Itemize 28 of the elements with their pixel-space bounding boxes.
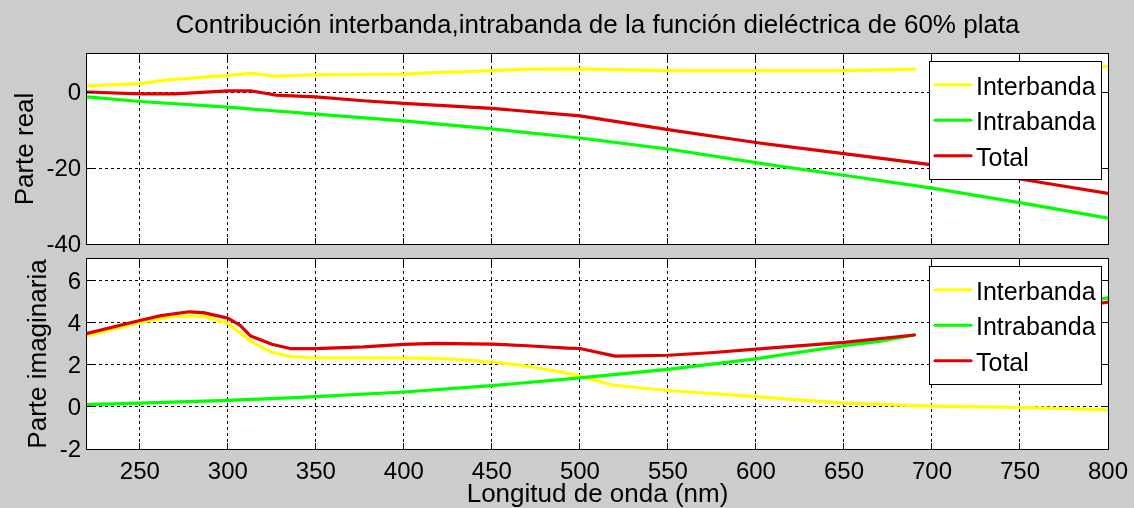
legend-label: Intrabanda <box>976 312 1096 340</box>
x-tick-label: 600 <box>735 456 776 484</box>
chart-title: Contribución interbanda,intrabanda de la función dieléctrica de 60% plata <box>175 9 1021 40</box>
line-series <box>87 95 1108 220</box>
y-tick-label: 4 <box>67 308 82 336</box>
y-tick-label: -40 <box>46 230 82 258</box>
y-tick-label: 6 <box>67 266 82 294</box>
x-tick-label: 650 <box>823 456 864 484</box>
legend-label: Intrabanda <box>976 107 1096 135</box>
legend-label: Total <box>976 347 1029 376</box>
y-tick-label: 2 <box>67 350 82 378</box>
x-tick-label: 800 <box>1087 456 1129 484</box>
legend-label: Total <box>976 142 1029 171</box>
y-tick-label: -2 <box>59 435 82 463</box>
legend-label: Interbanda <box>976 276 1096 305</box>
legend-label: Interbanda <box>976 71 1096 100</box>
x-tick-label: 700 <box>911 456 952 484</box>
y-tick-label: -20 <box>46 154 82 182</box>
y-axis-title: Parte imaginaria <box>22 258 53 449</box>
x-tick-label: 250 <box>119 456 160 484</box>
x-tick-label: 400 <box>383 456 424 484</box>
y-tick-label: 0 <box>67 78 82 106</box>
x-tick-label: 750 <box>999 456 1040 484</box>
x-tick-label: 300 <box>207 456 248 484</box>
x-tick-label: 350 <box>295 456 336 484</box>
line-series <box>87 314 1108 412</box>
y-tick-label: 0 <box>67 393 82 421</box>
y-axis-title: Parte real <box>8 92 39 206</box>
